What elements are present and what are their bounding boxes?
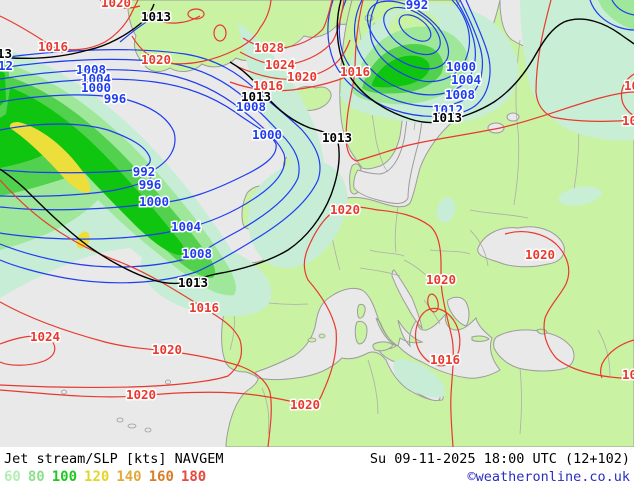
scale-value-160: 160 xyxy=(148,469,174,485)
contour-label-black: 1013 xyxy=(241,89,271,104)
contour-label-black: 1013 xyxy=(322,130,352,145)
contour-label-blue: 1000 xyxy=(252,127,282,142)
wind-speed-scale: 60 80 100 120 140 160 180 xyxy=(4,469,213,485)
contour-label-black: 1013 xyxy=(0,46,12,61)
contour-label-red: 1016 xyxy=(38,39,68,54)
contour-label-blue: 1012 xyxy=(0,58,13,73)
contour-label-blue: 996 xyxy=(104,91,127,106)
weather-map: 1013101210131008100410009969929961000100… xyxy=(0,0,634,447)
contour-label-blue: 1000 xyxy=(139,194,169,209)
contour-label-blue: 1004 xyxy=(451,72,481,87)
contour-label-red: 1016 xyxy=(253,78,283,93)
contour-label-blue: 1008 xyxy=(236,99,266,114)
footer-legend: Jet stream/SLP [kts] NAVGEM Su 09-11-202… xyxy=(0,447,634,490)
isobars-1013 xyxy=(0,0,634,285)
contour-label-red: 1016 xyxy=(340,64,370,79)
contour-labels: 1013101210131008100410009969929961000100… xyxy=(0,0,634,414)
contour-label-red: 1016 xyxy=(189,300,219,315)
contour-label-blue: 992 xyxy=(406,0,429,12)
contour-label-blue: 1008 xyxy=(445,87,475,102)
contour-label-blue: 996 xyxy=(139,177,162,192)
contour-label-red: 1016 xyxy=(622,367,634,382)
scale-value-140: 140 xyxy=(116,469,142,485)
scale-value-180: 180 xyxy=(180,469,207,485)
contour-label-red: 1020 xyxy=(330,202,360,217)
contour-label-red: 1020 xyxy=(101,0,131,10)
contour-label-red: 1020 xyxy=(290,397,320,412)
atlantic-islands xyxy=(61,379,171,433)
contour-label-red: 1020 xyxy=(622,113,634,128)
contour-label-blue: 1000 xyxy=(446,59,476,74)
scale-value-80: 80 xyxy=(27,469,45,485)
product-title: Jet stream/SLP [kts] NAVGEM xyxy=(4,451,224,467)
contour-label-blue: 1004 xyxy=(171,219,201,234)
contour-label-black: 1013 xyxy=(141,9,171,24)
valid-datetime: Su 09-11-2025 18:00 UTC (12+102) xyxy=(369,451,630,467)
contour-label-red: 1024 xyxy=(30,329,60,344)
map-canvas: 1013101210131008100410009969929961000100… xyxy=(0,0,634,447)
contour-label-red: 1020 xyxy=(525,247,555,262)
contour-label-blue: 1008 xyxy=(182,246,212,261)
contour-label-red: 1016 xyxy=(624,78,634,93)
contour-label-blue: 1000 xyxy=(81,80,111,95)
contour-label-red: 1016 xyxy=(430,352,460,367)
scale-value-60: 60 xyxy=(4,469,21,485)
contour-label-red: 1020 xyxy=(287,69,317,84)
contour-label-blue: 1012 xyxy=(433,102,463,117)
contour-label-red: 1020 xyxy=(426,272,456,287)
scale-value-120: 120 xyxy=(84,469,110,485)
contour-label-blue: 1008 xyxy=(76,62,106,77)
contour-label-red: 1020 xyxy=(126,387,156,402)
contour-label-black: 1013 xyxy=(432,110,462,125)
attribution-link[interactable]: ©weatheronline.co.uk xyxy=(467,469,630,485)
contour-label-red: 1020 xyxy=(141,52,171,67)
contour-label-blue: 1004 xyxy=(81,71,111,86)
contour-label-red: 1024 xyxy=(265,57,295,72)
scale-value-100: 100 xyxy=(51,469,78,485)
contour-label-red: 1020 xyxy=(152,342,182,357)
contour-label-blue: 992 xyxy=(133,164,156,179)
contour-label-black: 1013 xyxy=(178,275,208,290)
contour-label-red: 1028 xyxy=(254,40,284,55)
